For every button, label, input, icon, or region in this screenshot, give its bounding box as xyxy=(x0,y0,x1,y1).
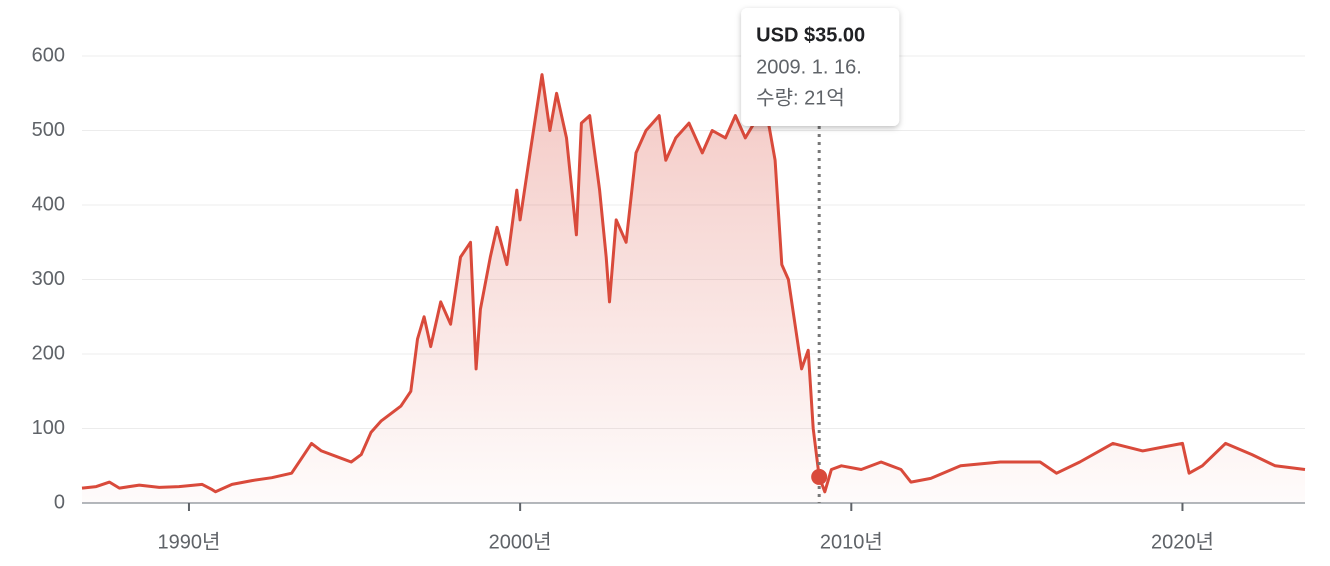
y-tick-label: 600 xyxy=(32,44,65,66)
line xyxy=(81,73,1306,494)
grid: 0 100 200 300 400 500 600 1990년 2000년 2010년 2020년 xyxy=(32,44,1305,553)
y-tick-label: 300 xyxy=(32,268,65,290)
tooltip-box xyxy=(741,8,900,126)
y-tick-label: 0 xyxy=(54,491,65,513)
tooltip: USD $35.00 2009. 1. 16. 수량: 21억 xyxy=(741,8,900,503)
x-tick-label: 2020년 xyxy=(1151,530,1214,553)
plot xyxy=(81,73,1306,503)
tooltip-date: 2009. 1. 16. xyxy=(756,56,862,78)
tooltip-price: USD $35.00 xyxy=(756,24,865,46)
tooltip-volume: 수량: 21억 xyxy=(756,86,845,109)
y-tick-label: 100 xyxy=(32,417,65,439)
y-tick-label: 200 xyxy=(32,342,65,364)
x-tick-label: 2010년 xyxy=(820,530,883,553)
area xyxy=(82,74,1305,503)
x-tick-label: 2000년 xyxy=(489,530,552,553)
y-tick-label: 400 xyxy=(32,193,65,215)
highlight-point xyxy=(811,468,828,485)
y-tick-label: 500 xyxy=(32,119,65,141)
x-tick-label: 1990년 xyxy=(158,530,221,553)
